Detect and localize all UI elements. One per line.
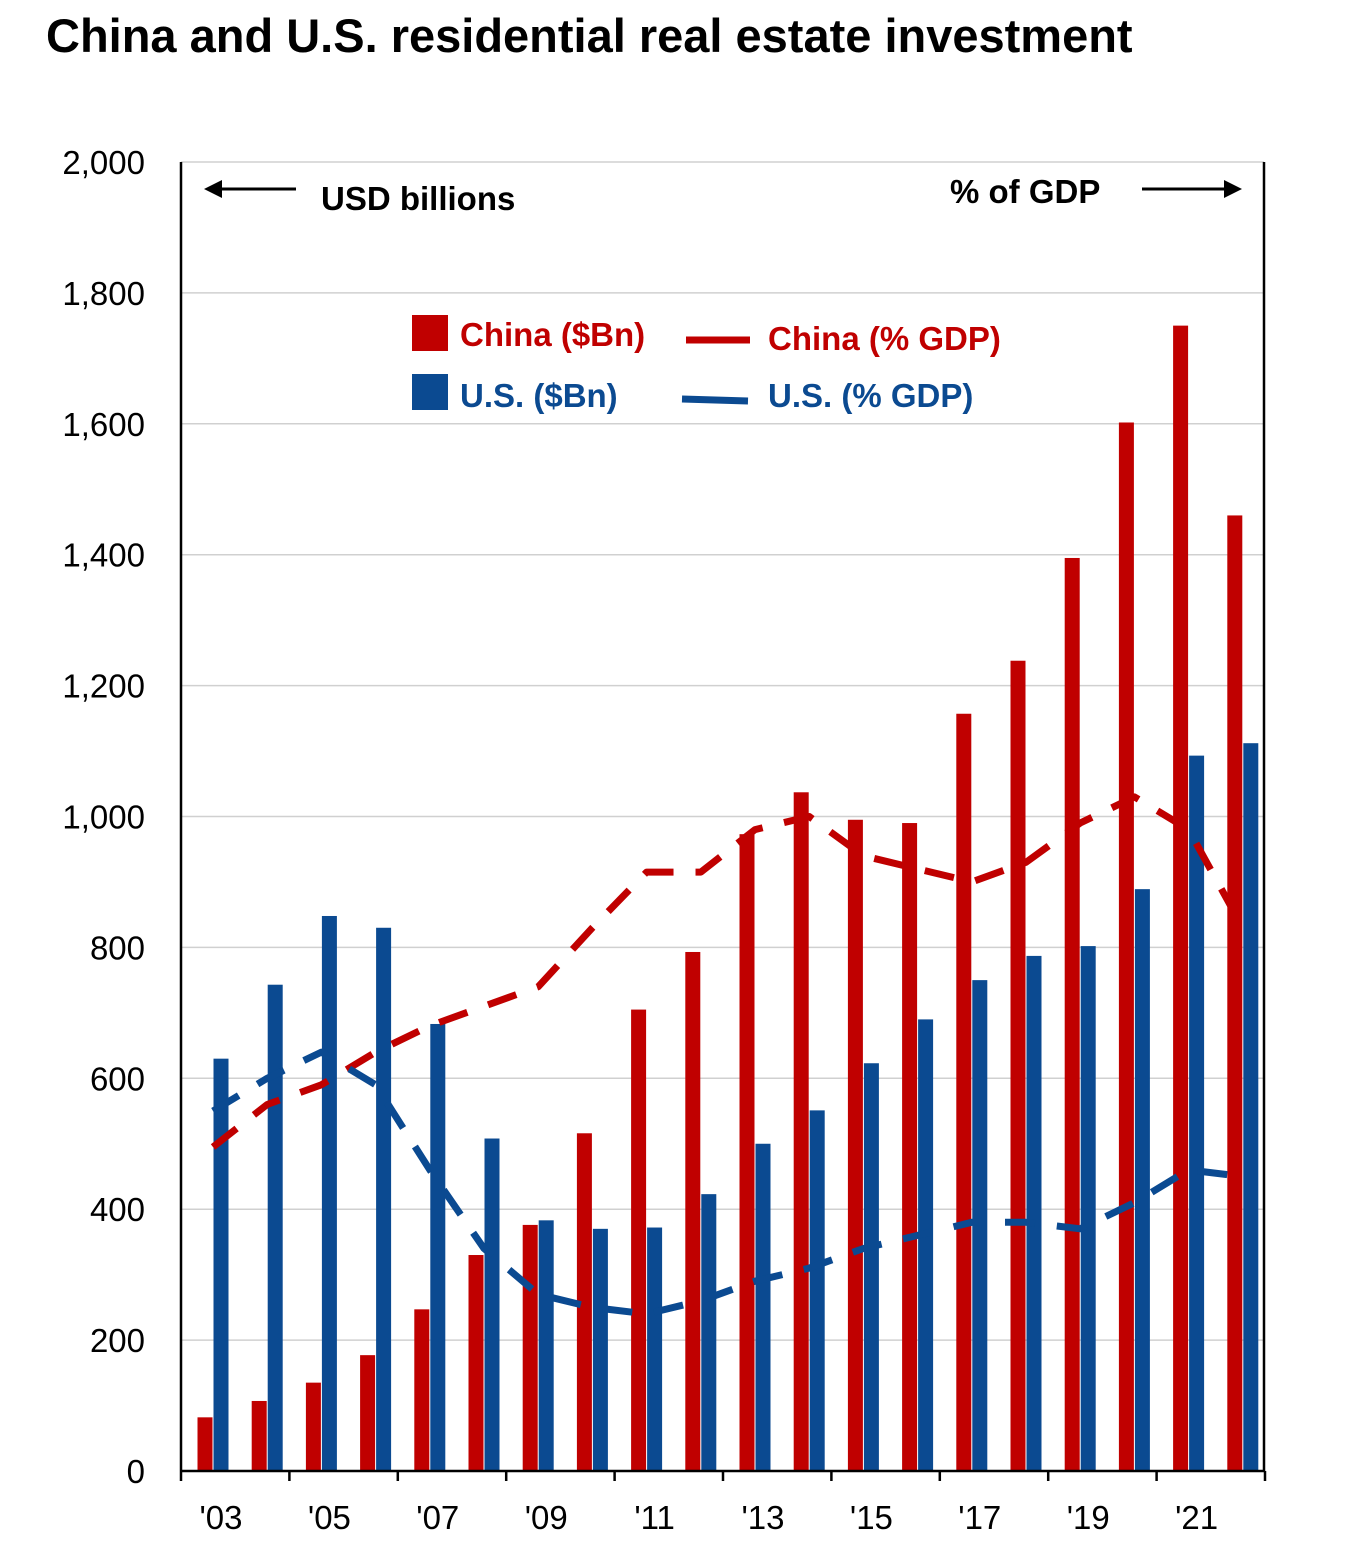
us-bar <box>1189 755 1205 1471</box>
china-bar <box>305 1382 321 1471</box>
china-bar <box>1118 422 1134 1472</box>
x-tick-label: '11 <box>634 1499 675 1536</box>
legend-swatch-us-bn <box>412 374 448 410</box>
us-bar <box>321 915 337 1471</box>
china-gdp-point <box>375 1052 376 1053</box>
us-gdp-point <box>375 1084 376 1085</box>
china-gdp-point <box>971 881 972 882</box>
china-gdp-point <box>863 855 864 856</box>
us-bar <box>1026 955 1042 1471</box>
y-tick-label: 1,600 <box>62 406 145 443</box>
us-bar <box>1080 946 1096 1471</box>
china-bar <box>1010 660 1026 1471</box>
us-bar <box>538 1220 554 1471</box>
y-tick-label: 2,000 <box>62 144 145 181</box>
left-arrowhead-icon <box>204 180 222 198</box>
us-gdp-line <box>211 1048 1244 1318</box>
china-bar <box>197 1417 213 1471</box>
china-bar <box>956 713 972 1471</box>
china-bar <box>251 1400 267 1471</box>
china-gdp-point <box>1242 927 1243 928</box>
legend-label-us-bn: U.S. ($Bn) <box>460 377 618 414</box>
china-bar <box>360 1355 376 1471</box>
dashed-lines <box>210 793 1246 1318</box>
china-bar <box>1173 325 1189 1471</box>
chart-title: China and U.S. residential real estate i… <box>46 9 1133 62</box>
y-tick-label: 400 <box>90 1191 145 1228</box>
x-tick-label: '13 <box>741 1499 784 1536</box>
y-tick-label: 800 <box>90 929 145 966</box>
right-axis-annotation: % of GDP <box>950 173 1242 210</box>
china-gdp-point <box>429 1025 430 1026</box>
us-gdp-point <box>700 1300 701 1301</box>
left-axis-annotation-text: USD billions <box>321 180 515 217</box>
china-gdp-point <box>484 1006 485 1007</box>
us-bar <box>863 1063 879 1471</box>
us-bar <box>755 1143 771 1471</box>
right-axis-annotation-text: % of GDP <box>950 173 1100 210</box>
us-bar <box>701 1194 717 1471</box>
x-tick-label: '17 <box>958 1499 1001 1536</box>
x-tick-label: '07 <box>416 1499 459 1536</box>
y-tick-label: 200 <box>90 1322 145 1359</box>
legend-label-us-gdp: U.S. (% GDP) <box>768 377 973 414</box>
us-bar <box>1243 743 1259 1471</box>
y-tick-labels: 0 200 400 600 800 1,000 1,200 1,400 1,600 1,800 2,… <box>62 144 145 1490</box>
china-bar <box>1227 515 1243 1471</box>
y-tick-label: 600 <box>90 1060 145 1097</box>
china-bar <box>576 1133 592 1471</box>
bars <box>197 325 1259 1472</box>
us-bar <box>267 984 283 1471</box>
us-bar <box>484 1138 500 1471</box>
y-tick-label: 0 <box>127 1453 145 1490</box>
china-bar <box>631 1009 647 1471</box>
x-tick-label: '19 <box>1067 1499 1110 1536</box>
us-bar <box>1134 889 1150 1471</box>
legend: China ($Bn) China (% GDP) U.S. ($Bn) U.S… <box>412 315 1001 414</box>
china-bar <box>522 1224 538 1471</box>
us-bar <box>592 1228 608 1471</box>
x-tick-labels: '03 '05 '07 '09 '11 '13 '15 '17 '19 '21 <box>199 1499 1218 1536</box>
y-tick-label: 1,800 <box>62 275 145 312</box>
us-gdp-point <box>592 1307 593 1308</box>
legend-label-china-bn: China ($Bn) <box>460 316 645 353</box>
us-bar <box>809 1110 825 1471</box>
china-bar <box>414 1309 430 1471</box>
china-bar <box>847 819 863 1471</box>
legend-swatch-us-gdp <box>681 395 749 405</box>
us-gdp-point <box>538 1294 539 1295</box>
china-gdp-line <box>210 793 1246 1150</box>
x-tick-label: '03 <box>199 1499 242 1536</box>
us-gdp-point <box>1242 1176 1243 1177</box>
axes <box>179 162 1267 1481</box>
china-bar <box>739 834 755 1471</box>
x-tick-label: '09 <box>525 1499 568 1536</box>
left-axis-annotation: USD billions <box>204 180 515 217</box>
legend-label-china-gdp: China (% GDP) <box>768 320 1001 357</box>
china-gdp-point <box>1188 829 1189 830</box>
x-tick-label: '05 <box>308 1499 351 1536</box>
us-bar <box>376 927 392 1471</box>
china-bar <box>902 823 918 1471</box>
china-gdp-point <box>917 868 918 869</box>
y-tick-label: 1,200 <box>62 668 145 705</box>
china-bar <box>685 951 701 1471</box>
x-tick-label: '15 <box>850 1499 893 1536</box>
us-bar <box>647 1227 663 1471</box>
y-tick-label: 1,400 <box>62 537 145 574</box>
us-bar <box>213 1058 229 1471</box>
legend-swatch-china-bn <box>412 315 448 351</box>
china-bar <box>468 1255 484 1471</box>
us-gdp-point <box>1134 1202 1135 1203</box>
china-bar <box>793 792 809 1471</box>
us-gdp-point <box>1188 1169 1189 1170</box>
right-arrowhead-icon <box>1224 180 1242 198</box>
china-bar <box>1064 557 1080 1471</box>
us-bar <box>430 1023 446 1471</box>
y-tick-label: 1,000 <box>62 799 145 836</box>
us-bar <box>918 1019 934 1471</box>
us-gdp-point <box>646 1313 647 1314</box>
x-tick-label: '21 <box>1175 1499 1218 1536</box>
